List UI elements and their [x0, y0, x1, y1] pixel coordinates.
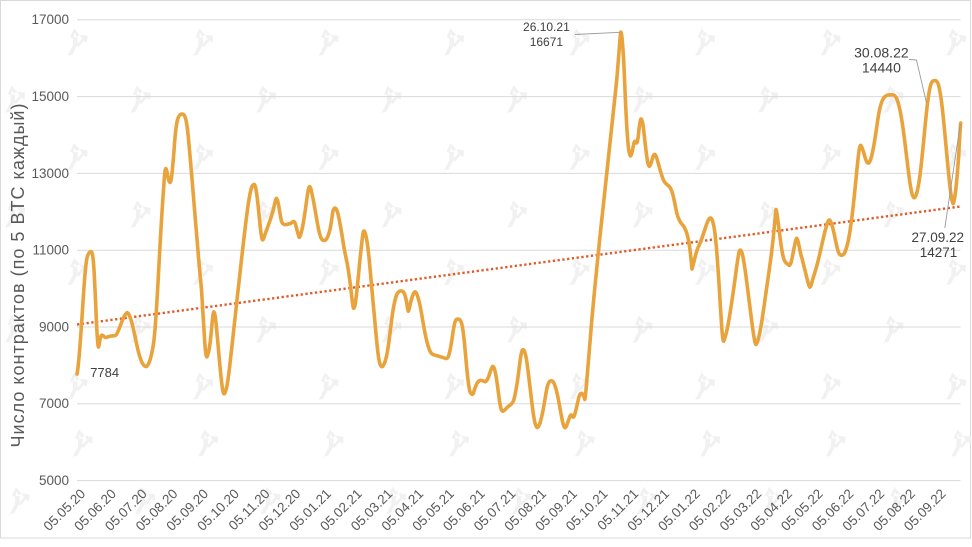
- svg-text:7000: 7000: [39, 396, 69, 411]
- svg-text:7784: 7784: [90, 365, 119, 380]
- svg-text:30.08.22: 30.08.22: [854, 44, 909, 60]
- svg-text:16671: 16671: [530, 35, 564, 49]
- svg-text:17000: 17000: [31, 12, 69, 27]
- svg-text:13000: 13000: [31, 166, 69, 181]
- svg-text:27.09.22: 27.09.22: [912, 230, 965, 245]
- svg-text:11000: 11000: [32, 243, 69, 258]
- svg-text:Число контрактов (по 5 BTC каж: Число контрактов (по 5 BTC каждый): [8, 102, 28, 447]
- svg-text:5000: 5000: [39, 473, 69, 488]
- svg-text:26.10.21: 26.10.21: [523, 20, 570, 34]
- svg-text:9000: 9000: [39, 319, 69, 334]
- svg-text:14440: 14440: [862, 59, 901, 75]
- svg-text:15000: 15000: [31, 89, 69, 104]
- svg-text:14271: 14271: [920, 245, 958, 260]
